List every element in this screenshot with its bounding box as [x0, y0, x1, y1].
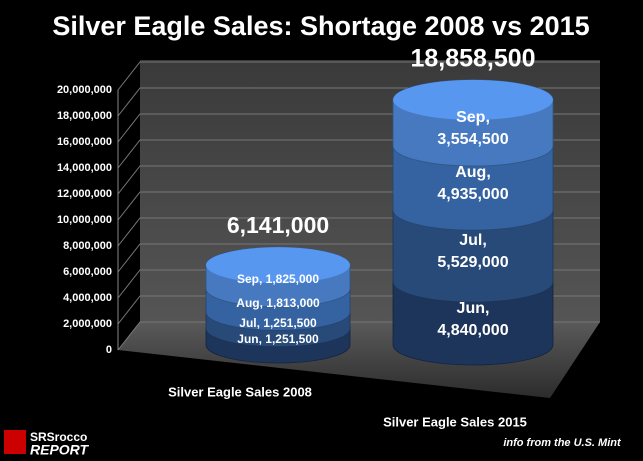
x-tick-label: Silver Eagle Sales 2008 — [168, 384, 312, 399]
y-tick-label: 4,000,000 — [63, 292, 112, 304]
y-tick-label: 20,000,000 — [57, 84, 112, 96]
value-label: Jul, 5,529,000 — [437, 232, 509, 272]
y-tick-label: 14,000,000 — [57, 162, 112, 174]
source: info from the U.S. Mint — [503, 437, 622, 449]
y-tick-label: 0 — [106, 344, 112, 356]
y-tick-label: 16,000,000 — [57, 136, 112, 148]
value-label: Jun, 4,840,000 — [437, 299, 509, 339]
y-tick-label: 8,000,000 — [63, 240, 112, 252]
logo-icon — [4, 430, 26, 454]
y-tick-label: 10,000,000 — [57, 214, 112, 226]
total-label: 18,858,500 — [410, 44, 535, 72]
y-tick-label: 12,000,000 — [57, 188, 112, 200]
chart-title: Silver Eagle Sales: Shortage 2008 vs 201… — [52, 11, 589, 41]
cylinder-top — [206, 247, 350, 284]
y-tick-label: 2,000,000 — [63, 318, 112, 330]
value-label: Sep, 3,554,500 — [437, 108, 509, 148]
total-label: 6,141,000 — [227, 212, 329, 238]
value-label: Aug, 1,813,000 — [236, 295, 320, 310]
value-label: Jun, 1,251,500 — [237, 331, 319, 346]
cylinder-top — [393, 79, 553, 120]
value-label: Sep, 1,825,000 — [236, 272, 320, 287]
y-tick-label: 18,000,000 — [57, 110, 112, 122]
logo-text: SRSrocco — [30, 430, 87, 444]
x-tick-label: Silver Eagle Sales 2015 — [383, 414, 527, 429]
grid-line — [117, 61, 600, 91]
value-label: Aug, 4,935,000 — [437, 164, 509, 204]
value-label: Jul, 1,251,500 — [239, 315, 317, 330]
logo-text: REPORT — [30, 442, 90, 458]
y-tick-label: 6,000,000 — [63, 266, 112, 278]
